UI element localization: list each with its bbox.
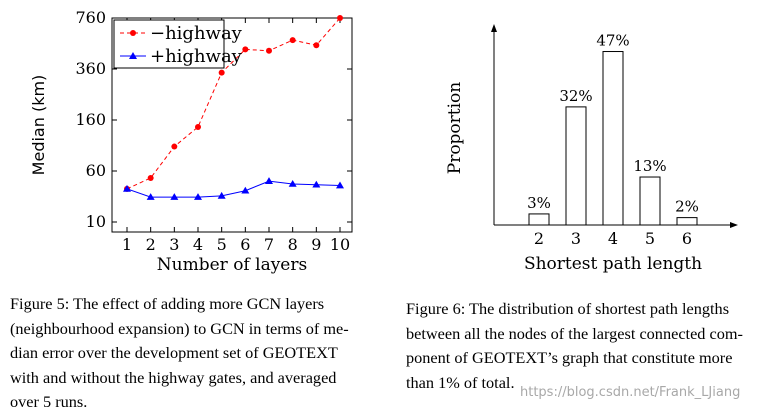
figure-5-caption: Figure 5: The effect of adding more GCN … bbox=[10, 292, 382, 415]
legend-entry: −highway bbox=[150, 23, 243, 44]
x-tick-label: 3 bbox=[571, 229, 581, 248]
data-point bbox=[170, 193, 179, 200]
data-point bbox=[241, 186, 250, 194]
figure-6-caption: Figure 6: The distribution of shortest p… bbox=[406, 297, 772, 395]
caption-line: (neighbourhood expansion) to GCN in term… bbox=[10, 318, 349, 338]
legend-marker bbox=[130, 30, 136, 36]
y-tick-label: 10 bbox=[86, 212, 106, 231]
legend-box bbox=[113, 19, 225, 69]
y-tick-label: 60 bbox=[86, 161, 106, 180]
x-tick-label: 8 bbox=[288, 235, 298, 254]
bar-2 bbox=[528, 213, 550, 226]
x-tick-label: 4 bbox=[608, 229, 618, 248]
data-point bbox=[336, 181, 344, 189]
x-tick-label: 5 bbox=[217, 235, 227, 254]
data-point bbox=[312, 180, 321, 188]
data-point bbox=[194, 193, 202, 200]
data-point bbox=[313, 42, 320, 49]
x-axis-label: Number of layers bbox=[157, 255, 307, 275]
x-tick-label: 4 bbox=[193, 235, 203, 254]
caption-line: ponent of GEOTEXT’s graph that constitut… bbox=[406, 348, 733, 367]
data-point bbox=[217, 191, 226, 199]
data-point bbox=[288, 180, 297, 187]
line-chart: 10 60 160 360 760 1 2 3 4 5 6 7 8 9 10 Number of layers… bbox=[29, 8, 353, 275]
x-tick-label: 1 bbox=[122, 235, 132, 254]
data-point bbox=[123, 184, 131, 192]
bar-4 bbox=[602, 51, 624, 226]
caption-line: over 5 runs. bbox=[10, 392, 88, 411]
y-tick-label: 760 bbox=[75, 8, 106, 27]
data-point bbox=[146, 193, 155, 200]
caption-line: than 1% of total. bbox=[406, 372, 515, 392]
data-point bbox=[218, 69, 225, 76]
x-tick-label: 10 bbox=[330, 235, 350, 254]
data-point bbox=[195, 123, 201, 130]
x-tick-label: 7 bbox=[264, 235, 274, 254]
legend-entry: +highway bbox=[150, 46, 243, 67]
series-line-1 bbox=[126, 180, 341, 198]
bar-5 bbox=[639, 176, 661, 226]
plot-frame bbox=[111, 17, 353, 233]
bar-3 bbox=[565, 106, 587, 226]
data-point bbox=[171, 143, 178, 150]
caption-line: Figure 6: The distribution of shortest p… bbox=[406, 299, 730, 318]
data-point bbox=[265, 177, 273, 184]
bar-value-label: 47% bbox=[596, 32, 629, 50]
x-tick-label: 2 bbox=[534, 229, 544, 248]
caption-line: Figure 5: The effect of adding more GCN … bbox=[10, 294, 325, 313]
bar-chart: 3% 2 32% 3 47% 4 13% 5 2% 6 Shortest path length Pr… bbox=[445, 24, 738, 274]
x-tick-label: 5 bbox=[645, 229, 655, 248]
y-axis-arrow bbox=[491, 24, 497, 32]
x-tick-label: 9 bbox=[311, 235, 321, 254]
data-point bbox=[147, 174, 154, 181]
bar-value-label: 2% bbox=[675, 198, 699, 216]
x-tick-label: 2 bbox=[146, 235, 156, 254]
data-point bbox=[242, 46, 249, 53]
series-line-0 bbox=[126, 17, 341, 190]
bar-value-label: 3% bbox=[527, 194, 551, 212]
bar-value-label: 13% bbox=[633, 157, 666, 175]
y-axis-label: Proportion bbox=[445, 82, 465, 175]
bar-value-label: 32% bbox=[559, 87, 592, 105]
y-axis-label: Median (km) bbox=[29, 75, 48, 176]
caption-line: dian error over the development set of G… bbox=[10, 343, 338, 362]
x-axis-arrow bbox=[730, 222, 738, 228]
data-point bbox=[289, 37, 296, 44]
y-tick-label: 160 bbox=[75, 110, 106, 129]
bar-6 bbox=[676, 217, 698, 226]
x-tick-label: 3 bbox=[169, 235, 179, 254]
x-tick-label: 6 bbox=[240, 235, 250, 254]
data-point bbox=[266, 47, 272, 54]
y-tick-label: 360 bbox=[75, 59, 106, 78]
data-point bbox=[337, 15, 343, 21]
x-tick-label: 6 bbox=[682, 229, 692, 248]
watermark: https://blog.csdn.net/Frank_LJiang bbox=[520, 385, 741, 400]
caption-line: with and without the highway gates, and … bbox=[10, 367, 337, 387]
x-axis-label: Shortest path length bbox=[524, 254, 702, 274]
legend-marker bbox=[129, 52, 137, 59]
caption-line: between all the nodes of the largest con… bbox=[406, 323, 743, 343]
